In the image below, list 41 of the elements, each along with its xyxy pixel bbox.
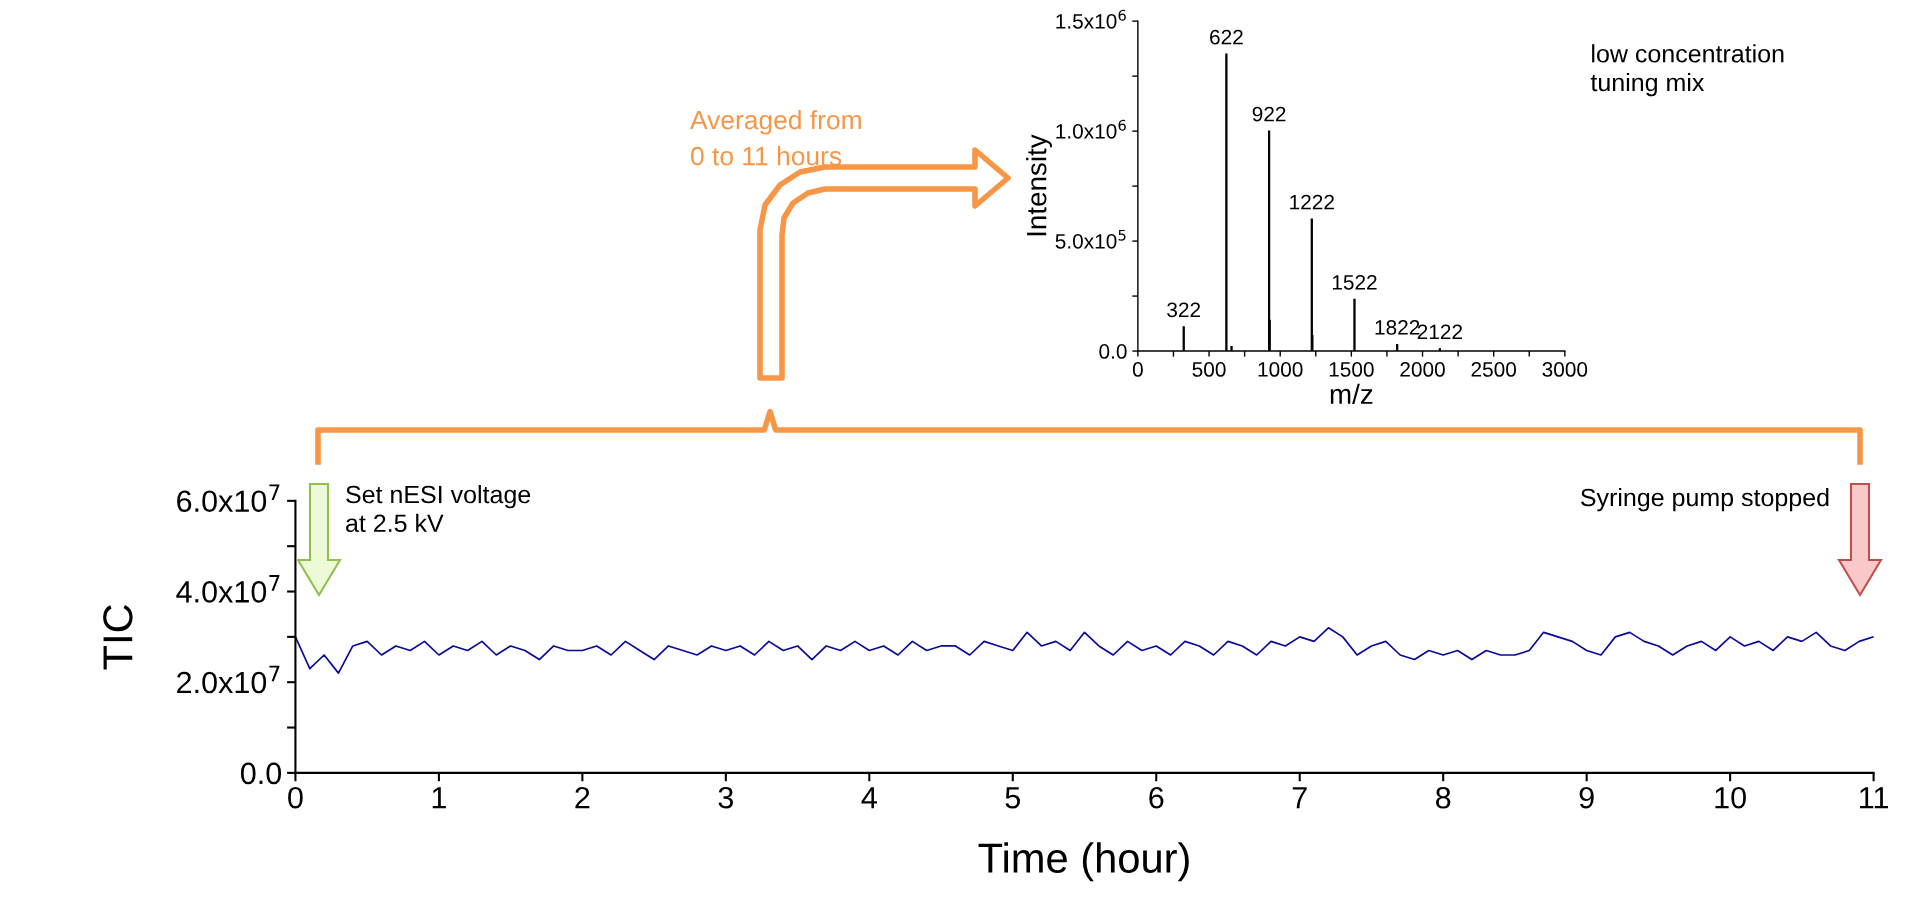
annotation: 622 [1210,29,1243,45]
x-tick-label: 0 [288,786,303,809]
annotation: Set nESI voltage at 2.5 kV [346,485,531,533]
x-tick-label: 3000 [1542,362,1588,377]
x-tick-label: 1500 [1329,362,1374,377]
x-tick-label: 9 [1579,786,1594,809]
x-tick-label: 1000 [1258,362,1303,377]
annotation: 922 [1252,106,1286,122]
y-axis-title: Intensity [1026,134,1052,236]
x-tick-label: 5 [1005,787,1020,809]
annotation: 1522 [1332,274,1377,290]
x-tick-label: 2000 [1400,362,1445,377]
y-tick-label: 0.0 [1099,344,1127,359]
x-tick-label: 2 [575,786,590,809]
x-tick-label: 4 [861,787,877,809]
x-axis-title: Time (hour) [978,842,1189,882]
x-tick-label: 8 [1436,786,1451,809]
x-tick-label: 0 [1132,362,1143,377]
annotation: Syringe pump stopped [1581,488,1829,512]
x-tick-label: 10 [1715,786,1746,809]
x-tick-label: 500 [1192,362,1226,377]
y-tick-label: 2.0x10$^{7}$ [177,665,280,694]
text: Averaged from 0 to 11 hours [690,110,861,166]
annotation: 322 [1167,302,1201,318]
y-axis-title: TIC [103,604,133,670]
x-tick-label: 1 [432,787,446,809]
y-tick-label: 1.5x10$^{6}$ [1056,9,1126,29]
y-tick-label: 4.0x10$^{7}$ [176,575,280,603]
x-tick-label: 2500 [1471,362,1517,377]
line-series [295,626,1874,674]
x-tick-label: 3 [718,786,733,809]
y-tick-label: 1.0x10$^{6}$ [1056,119,1126,139]
annotation: 1222 [1290,194,1334,210]
y-tick-label: 5.0x10$^{5}$ [1055,229,1126,249]
text: low concentration tuning mix [1590,44,1784,97]
y-tick-label: 0.0 [240,762,282,785]
x-tick-label: 7 [1292,787,1307,809]
x-axis-title: m/z [1330,383,1373,405]
y-tick-label: 6.0x10$^{7}$ [177,484,280,513]
x-tick-label: 11 [1860,787,1888,809]
x-tick-label: 6 [1149,786,1164,809]
